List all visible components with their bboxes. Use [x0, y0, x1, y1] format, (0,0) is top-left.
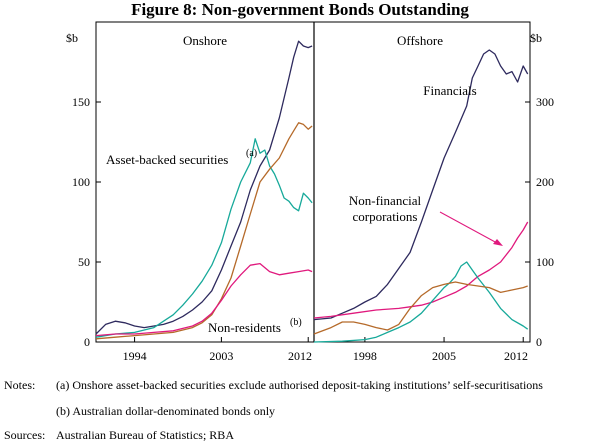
notes-label: Notes:: [4, 378, 36, 392]
ytick-label-left-150: 150: [72, 95, 90, 109]
sources-label: Sources:: [4, 428, 46, 442]
series-onshore-nonres: [95, 122, 313, 340]
axes-layer: 0 50 100 150 1994 2003 2012 0 100 200 300 1998 2005 2…: [72, 21, 554, 363]
notes-row-a: Notes: (a) Onshore asset-backed securitie…: [4, 378, 543, 392]
xtick-label-offshore-1998: 1998: [353, 349, 377, 363]
series-onshore-nonfin: [95, 262, 313, 337]
sources-text: Australian Bureau of Statistics; RBA: [56, 428, 234, 442]
series-layer: [95, 40, 529, 343]
notes-row-b: (b) Australian dollar-denominated bonds …: [4, 404, 275, 418]
xtick-label-onshore-2012: 2012: [288, 349, 312, 363]
ytick-label-right-0: 0: [536, 335, 542, 349]
note-b: (b) Australian dollar-denominated bonds …: [56, 404, 276, 418]
abs-label-sup: (a): [246, 148, 257, 159]
label-layer: Onshore Offshore $b $b Financials Asset-…: [66, 31, 542, 335]
abs-label: Asset-backed securities: [106, 152, 228, 167]
ytick-label-left-50: 50: [78, 255, 90, 269]
ytick-label-left-0: 0: [84, 335, 90, 349]
sources-row: Sources: Australian Bureau of Statistics;…: [4, 428, 234, 442]
series-offshore-nonres: [313, 281, 528, 335]
panel-title-onshore: Onshore: [183, 33, 227, 48]
xtick-label-onshore-2003: 2003: [209, 349, 233, 363]
figure-title: Figure 8: Non-government Bonds Outstandi…: [131, 0, 469, 19]
xtick-label-onshore-1994: 1994: [123, 349, 147, 363]
nonfin-label-arrow: [439, 211, 498, 244]
note-a: (a) Onshore asset-backed securities excl…: [56, 378, 543, 392]
xtick-label-offshore-2005: 2005: [432, 349, 456, 363]
nonres-label-sup: (b): [290, 317, 302, 328]
financials-offshore-label: Financials: [423, 83, 476, 98]
series-onshore-abs: [95, 138, 313, 338]
nonres-label: Non-residents: [208, 320, 281, 335]
ytick-label-right-100: 100: [536, 255, 554, 269]
series-offshore-nonfin: [313, 221, 529, 319]
series-offshore-abs: [313, 261, 529, 343]
plot-frame: [95, 21, 531, 343]
xtick-label-offshore-2012: 2012: [504, 349, 528, 363]
ytick-label-right-200: 200: [536, 175, 554, 189]
series-offshore-financials: [313, 49, 529, 321]
y-unit-right: $b: [530, 31, 542, 45]
nonfin-label-line1: Non-financial: [349, 193, 422, 208]
ytick-label-left-100: 100: [72, 175, 90, 189]
ytick-label-right-300: 300: [536, 95, 554, 109]
series-onshore-financials: [95, 40, 313, 335]
y-unit-left: $b: [66, 31, 78, 45]
nonfin-arrowhead: [493, 239, 503, 246]
nonfin-label-line2: corporations: [353, 209, 418, 224]
panel-title-offshore: Offshore: [397, 33, 443, 48]
